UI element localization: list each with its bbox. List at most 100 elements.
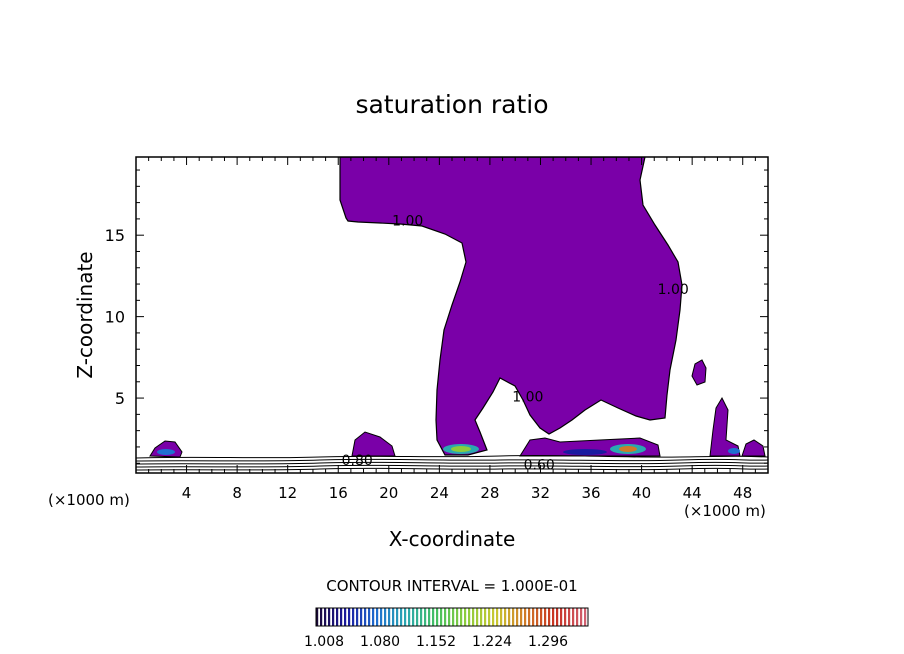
x-tick-label: 12 — [278, 484, 297, 502]
contour-interval: CONTOUR INTERVAL = 1.000E-01 — [326, 577, 577, 595]
colorbar-swatch — [340, 608, 343, 626]
x-axis-label: X-coordinate — [389, 527, 516, 551]
colorbar-swatch — [540, 608, 543, 626]
colorbar-swatch — [380, 608, 383, 626]
contour-label: 1.00 — [512, 389, 543, 405]
colorbar-swatch — [320, 608, 323, 626]
colorbar-swatch — [428, 608, 431, 626]
colorbar-swatch — [572, 608, 575, 626]
colorbar-tick-label: 1.080 — [360, 634, 400, 650]
colorbar-swatch — [384, 608, 387, 626]
x-tick-label: 44 — [683, 484, 702, 502]
cloud-blob — [709, 396, 741, 457]
contour-labels: 1.00 1.00 1.00 0.80 0.60 — [342, 213, 689, 473]
x-tick-label: 28 — [480, 484, 499, 502]
colorbar-frame — [315, 607, 589, 627]
colorbar-swatch — [356, 608, 359, 626]
colorbar-swatch — [336, 608, 339, 626]
core-blue — [157, 449, 175, 455]
core-orange — [619, 446, 637, 452]
colorbar-swatch — [480, 608, 483, 626]
y-tick-label: 15 — [105, 226, 125, 245]
colorbar-swatch — [500, 608, 503, 626]
colorbar-swatch — [560, 608, 563, 626]
colorbar-swatch — [496, 608, 499, 626]
colorbar-swatch — [576, 608, 579, 626]
colorbar-swatch — [388, 608, 391, 626]
x-tick-label: 16 — [329, 484, 348, 502]
colorbar-swatch — [492, 608, 495, 626]
colorbar-swatch — [404, 608, 407, 626]
colorbar-swatch — [324, 608, 327, 626]
colorbar-swatch — [448, 608, 451, 626]
colorbar-tick-label: 1.008 — [304, 634, 344, 650]
colorbar-swatch — [444, 608, 447, 626]
plot-area — [136, 157, 768, 471]
core-blue — [728, 448, 740, 454]
x-tick-label: 20 — [379, 484, 398, 502]
colorbar-swatch — [344, 608, 347, 626]
colorbar-swatch — [432, 608, 435, 626]
core-blue — [563, 449, 607, 455]
colorbar-swatch — [564, 608, 567, 626]
surface-contours — [136, 454, 768, 471]
colorbar-swatch — [332, 608, 335, 626]
x-unit-left: (×1000 m) — [48, 491, 130, 509]
colorbar-swatch — [508, 608, 511, 626]
colorbar-swatch — [476, 608, 479, 626]
x-tick-label: 40 — [632, 484, 651, 502]
colorbar-swatch — [412, 608, 415, 626]
colorbar-swatch — [512, 608, 515, 626]
y-axis-label: Z-coordinate — [73, 251, 97, 378]
cloud-blob — [741, 439, 766, 457]
y-tick-label: 5 — [115, 389, 125, 408]
x-tick-label: 48 — [733, 484, 752, 502]
colorbar-swatch — [420, 608, 423, 626]
chart-title: saturation ratio — [355, 90, 548, 119]
colorbar-swatch — [548, 608, 551, 626]
colorbar-swatch — [464, 608, 467, 626]
colorbar-swatch — [472, 608, 475, 626]
colorbar-tick-label: 1.296 — [528, 634, 568, 650]
colorbar-swatch — [568, 608, 571, 626]
x-tick-label: 32 — [531, 484, 550, 502]
colorbar — [316, 608, 587, 626]
colorbar-swatch — [436, 608, 439, 626]
colorbar-swatch — [372, 608, 375, 626]
colorbar-swatch — [520, 608, 523, 626]
colorbar-swatch — [544, 608, 547, 626]
cloud-blob — [691, 359, 707, 386]
colorbar-swatch — [376, 608, 379, 626]
colorbar-swatch — [456, 608, 459, 626]
colorbar-swatch — [504, 608, 507, 626]
colorbar-swatch — [556, 608, 559, 626]
colorbar-swatch — [516, 608, 519, 626]
colorbar-swatch — [580, 608, 583, 626]
colorbar-swatch — [584, 608, 587, 626]
colorbar-swatch — [316, 608, 319, 626]
contour-label: 1.00 — [658, 282, 689, 298]
colorbar-swatch — [416, 608, 419, 626]
colorbar-swatch — [400, 608, 403, 626]
colorbar-swatch — [396, 608, 399, 626]
x-tick-label: 24 — [430, 484, 449, 502]
colorbar-swatch — [408, 608, 411, 626]
colorbar-swatch — [528, 608, 531, 626]
colorbar-swatch — [368, 608, 371, 626]
colorbar-tick-label: 1.224 — [472, 634, 512, 650]
x-tick-label: 36 — [581, 484, 600, 502]
axis-ticks — [136, 157, 768, 473]
y-tick-label: 10 — [105, 308, 125, 327]
x-tick-labels: 4 8 12 16 20 24 28 32 36 40 44 48 — [182, 484, 752, 502]
contour-label: 0.80 — [342, 453, 373, 469]
x-tick-label: 8 — [232, 484, 242, 502]
colorbar-labels: 1.008 1.080 1.152 1.224 1.296 — [304, 634, 568, 650]
contour-label: 0.60 — [524, 458, 555, 474]
colorbar-swatch — [532, 608, 535, 626]
colorbar-swatch — [364, 608, 367, 626]
colorbar-swatch — [524, 608, 527, 626]
colorbar-swatch — [440, 608, 443, 626]
colorbar-swatch — [536, 608, 539, 626]
colorbar-swatch — [488, 608, 491, 626]
